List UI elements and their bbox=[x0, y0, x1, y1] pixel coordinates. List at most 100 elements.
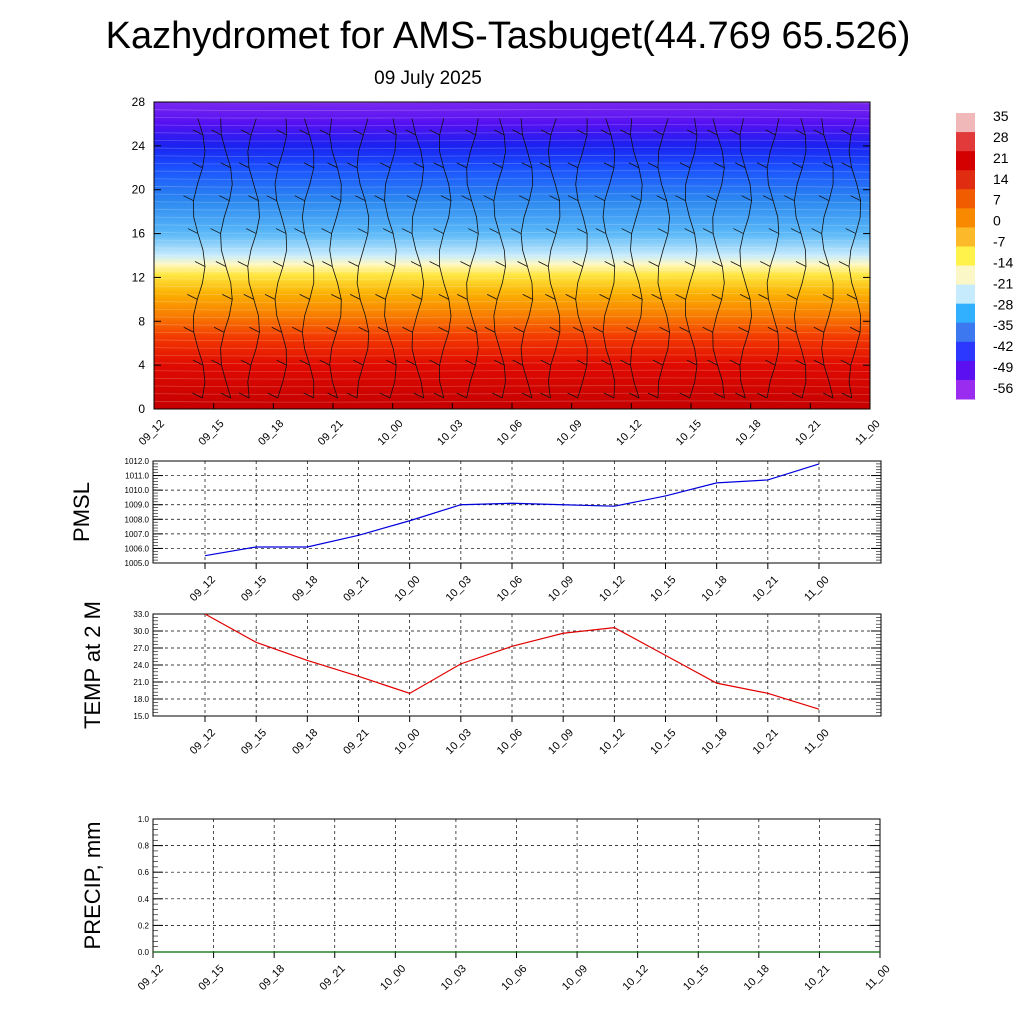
wind-barb-flag bbox=[707, 359, 718, 366]
wind-barb-flag bbox=[192, 129, 204, 136]
wind-barb-flag bbox=[429, 129, 440, 136]
wind-barb-flag bbox=[729, 359, 741, 366]
wind-barb-staff bbox=[220, 118, 233, 399]
wind-barb-flag bbox=[484, 326, 496, 333]
wind-barb-staff bbox=[274, 118, 288, 399]
wind-barb-flag bbox=[576, 228, 588, 234]
wind-barb-flag bbox=[264, 293, 276, 300]
wind-barb-staff bbox=[766, 118, 780, 399]
wind-barb-flag bbox=[651, 293, 662, 300]
wind-barb-flag bbox=[248, 195, 259, 202]
colorbar-label: -21 bbox=[993, 275, 1013, 291]
wind-barb-flag bbox=[220, 392, 231, 399]
wind-barb-flag bbox=[549, 195, 560, 202]
heat-xtick-label: 10_00 bbox=[375, 418, 405, 448]
ytick-label: 1008.0 bbox=[125, 515, 150, 524]
wind-barb-staff bbox=[411, 118, 425, 399]
wind-barb-flag bbox=[219, 195, 230, 202]
heat-ytick-label: 28 bbox=[132, 95, 146, 109]
wind-barb-flag bbox=[707, 129, 718, 136]
wind-barb-flag bbox=[567, 392, 578, 399]
wind-barb-flag bbox=[211, 359, 222, 366]
xtick-label: 10_21 bbox=[751, 574, 781, 604]
contour-line bbox=[153, 223, 871, 227]
ytick-label: 30.0 bbox=[133, 627, 149, 636]
wind-barb-flag bbox=[375, 293, 386, 300]
wind-barb-flag bbox=[576, 359, 588, 366]
wind-barb-flag bbox=[346, 162, 358, 169]
wind-barb-flag bbox=[299, 129, 310, 136]
wind-barb-flag bbox=[822, 392, 834, 399]
wind-barb-flag bbox=[220, 162, 231, 169]
ytick-label: 0.0 bbox=[138, 948, 150, 957]
contour-line bbox=[153, 293, 871, 296]
wind-barb-flag bbox=[567, 162, 578, 169]
xtick-label: 10_18 bbox=[699, 574, 729, 604]
wind-barb-flag bbox=[706, 195, 717, 202]
wind-barb-flag bbox=[483, 195, 495, 202]
wind-barb-flag bbox=[595, 228, 607, 234]
wind-barb-flag bbox=[648, 261, 659, 267]
wind-barb-flag bbox=[623, 261, 634, 267]
wind-barb-flag bbox=[620, 359, 631, 366]
wind-barb-flag bbox=[355, 195, 366, 202]
wind-barb-flag bbox=[192, 162, 203, 169]
wind-barb-flag bbox=[647, 162, 659, 169]
ytick-label: 15.0 bbox=[133, 712, 149, 721]
xtick-label: 09_12 bbox=[188, 574, 218, 604]
wind-barb-flag bbox=[519, 195, 530, 202]
wind-barb-flag bbox=[792, 162, 803, 169]
wind-barb-flag bbox=[540, 129, 552, 136]
wind-barb-flag bbox=[292, 326, 303, 333]
wind-barb-flag bbox=[494, 129, 505, 136]
wind-barb-flag bbox=[850, 195, 861, 202]
wind-barb-flag bbox=[846, 293, 858, 300]
wind-barb-flag bbox=[429, 359, 440, 366]
wind-barb-flag bbox=[656, 195, 667, 202]
wind-barb-flag bbox=[540, 162, 551, 169]
contour-line bbox=[153, 300, 871, 303]
wind-barb-flag bbox=[818, 195, 830, 202]
wind-barb-staff bbox=[821, 118, 834, 399]
pmsl-panel: 1005.0 1006.0 1007.0 1008.0 1009.0 1010.0 1011… bbox=[69, 457, 882, 604]
wind-barb-flag bbox=[756, 162, 768, 169]
wind-barb-flag bbox=[849, 326, 861, 333]
wind-barb-flag bbox=[267, 392, 278, 399]
wind-barb-flag bbox=[411, 293, 422, 300]
wind-barb-flag bbox=[382, 228, 394, 234]
wind-barb-flag bbox=[567, 195, 579, 202]
colorbar-label: 35 bbox=[993, 108, 1009, 124]
wind-barb-flag bbox=[702, 326, 713, 333]
wind-barb-flag bbox=[714, 392, 725, 399]
wind-barb-flag bbox=[299, 359, 310, 366]
wind-barb-flag bbox=[192, 392, 203, 399]
wind-barb-flag bbox=[486, 293, 498, 300]
wind-barb-flag bbox=[512, 359, 523, 366]
colorbar-swatch bbox=[956, 322, 975, 343]
wind-barb-flag bbox=[271, 326, 282, 333]
wind-barb-staff bbox=[630, 118, 643, 399]
xtick-label: 10_00 bbox=[392, 727, 422, 757]
contour-line bbox=[153, 147, 871, 150]
wind-barb-flag bbox=[243, 293, 254, 300]
wind-barb-flag bbox=[545, 228, 557, 234]
wind-barb-flag bbox=[413, 162, 424, 169]
wind-barb-flag bbox=[353, 359, 364, 366]
wind-barb-flag bbox=[603, 162, 615, 169]
heat-ytick-label: 8 bbox=[138, 314, 145, 328]
colorbar-label: -56 bbox=[993, 380, 1013, 396]
wind-barb-flag bbox=[210, 228, 221, 234]
wind-barb-flag bbox=[521, 162, 533, 169]
wind-barb-flag bbox=[517, 261, 528, 267]
heat-ytick-label: 16 bbox=[132, 227, 146, 241]
wind-barb-flag bbox=[735, 392, 746, 399]
wind-barb-staff bbox=[301, 118, 315, 399]
wind-barb-flag bbox=[246, 228, 257, 234]
wind-barb-flag bbox=[811, 228, 822, 234]
xtick-label: 09_12 bbox=[188, 727, 218, 757]
contour-line bbox=[153, 339, 871, 342]
heat-xtick-label: 10_12 bbox=[614, 418, 644, 448]
wind-barb-flag bbox=[187, 228, 199, 234]
series-line bbox=[204, 463, 820, 557]
ytick-label: 0.2 bbox=[138, 921, 150, 930]
